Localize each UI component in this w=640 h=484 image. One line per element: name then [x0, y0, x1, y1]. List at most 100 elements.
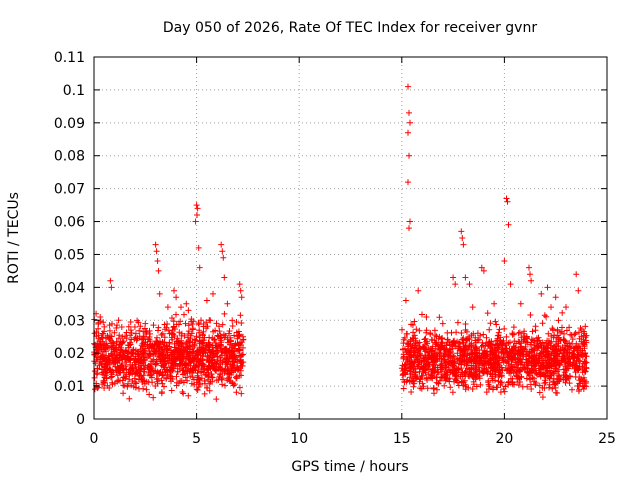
data-point — [463, 344, 470, 351]
data-point — [231, 381, 238, 388]
data-point — [187, 357, 194, 364]
data-point — [544, 284, 551, 291]
data-point — [548, 333, 555, 339]
data-point — [467, 356, 474, 363]
data-point — [135, 376, 142, 383]
data-point — [140, 356, 147, 363]
data-point — [471, 349, 478, 356]
data-point — [505, 379, 512, 386]
data-point — [495, 349, 502, 356]
data-point — [580, 374, 587, 381]
data-point — [537, 373, 544, 380]
data-point — [548, 304, 554, 311]
data-point — [470, 343, 477, 350]
data-point — [529, 346, 536, 353]
data-point — [175, 321, 182, 328]
data-point — [183, 300, 190, 307]
data-point — [182, 320, 189, 327]
data-point — [441, 375, 448, 382]
data-point — [210, 328, 217, 335]
data-point — [582, 380, 589, 387]
data-point — [437, 342, 444, 349]
data-point — [576, 380, 583, 387]
data-point — [171, 340, 178, 347]
data-point — [411, 369, 418, 376]
data-point — [563, 304, 569, 311]
data-point — [233, 319, 240, 325]
data-point — [431, 353, 438, 360]
data-point — [438, 361, 445, 368]
data-point — [141, 341, 148, 348]
data-point — [517, 300, 524, 307]
data-point — [200, 339, 206, 346]
data-point — [430, 385, 437, 391]
data-point — [415, 287, 422, 294]
data-point — [140, 366, 147, 373]
data-point — [458, 330, 465, 336]
data-point — [172, 348, 179, 355]
data-point — [472, 355, 479, 362]
data-point — [441, 368, 448, 375]
data-point — [462, 327, 469, 333]
data-point — [204, 373, 211, 380]
data-point — [180, 353, 187, 360]
data-point — [498, 346, 505, 353]
data-point — [493, 321, 500, 328]
data-point — [181, 332, 188, 339]
data-point — [211, 350, 217, 357]
data-point — [224, 300, 231, 307]
data-point — [97, 338, 104, 345]
data-point — [219, 321, 226, 328]
data-point — [478, 264, 485, 271]
data-point — [546, 362, 553, 369]
data-point — [219, 248, 226, 255]
data-point — [173, 311, 179, 318]
data-point — [433, 350, 440, 357]
data-point — [510, 324, 517, 331]
data-point — [426, 348, 433, 355]
data-point — [456, 357, 463, 364]
data-point — [416, 327, 423, 334]
data-point — [399, 326, 405, 333]
x-tick-label: 20 — [495, 431, 513, 447]
data-point — [238, 320, 245, 326]
data-point — [173, 373, 180, 380]
data-point — [114, 322, 120, 329]
data-point — [217, 341, 224, 348]
data-point — [509, 381, 516, 388]
data-point — [177, 340, 184, 347]
data-point — [227, 361, 234, 368]
data-point — [193, 202, 200, 209]
data-point — [444, 336, 451, 343]
data-point — [566, 324, 573, 331]
data-point — [410, 365, 417, 372]
data-point — [411, 342, 418, 349]
data-point — [188, 380, 195, 387]
grid — [94, 57, 607, 419]
data-point — [569, 386, 575, 393]
data-point — [518, 334, 525, 341]
data-point — [120, 382, 127, 389]
data-point — [177, 318, 184, 325]
data-point — [554, 380, 561, 386]
x-tick-label: 5 — [192, 431, 201, 447]
data-point — [237, 357, 244, 364]
data-point — [406, 152, 412, 159]
data-point — [463, 362, 470, 369]
data-point — [124, 355, 131, 362]
data-point — [158, 377, 165, 384]
data-point — [104, 365, 111, 372]
data-point — [571, 331, 578, 338]
data-point — [196, 327, 203, 334]
data-point — [444, 329, 451, 336]
data-point — [487, 370, 494, 377]
data-point — [454, 319, 461, 326]
data-point — [468, 340, 475, 347]
data-point — [515, 330, 522, 337]
data-point — [203, 319, 210, 326]
data-point — [408, 389, 415, 395]
data-point — [164, 321, 171, 327]
data-point — [236, 372, 243, 379]
data-point — [405, 179, 411, 186]
data-point — [544, 368, 551, 375]
